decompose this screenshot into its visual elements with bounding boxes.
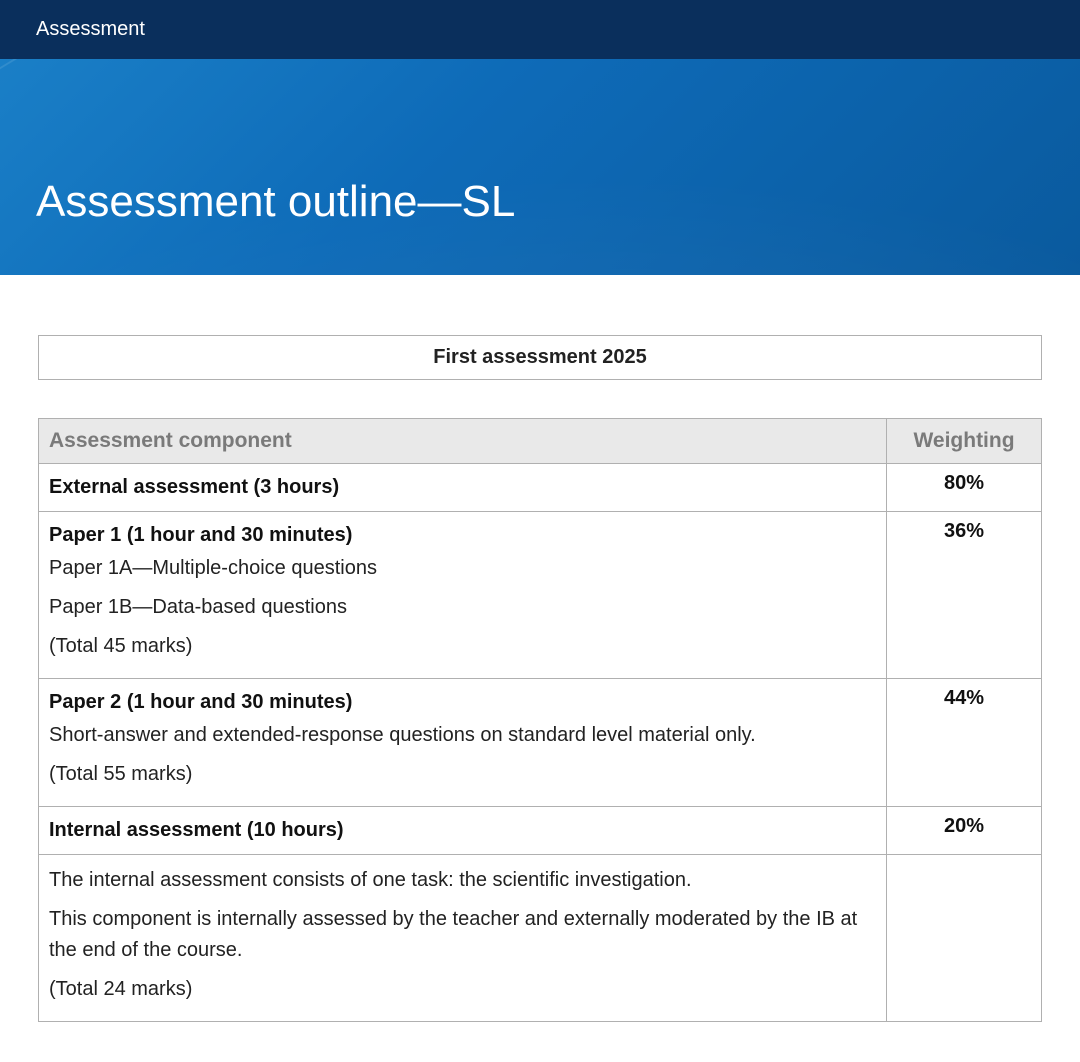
table-body: External assessment (3 hours)80%Paper 1 …: [39, 464, 1042, 1022]
row-line: (Total 24 marks): [49, 974, 876, 1005]
row-line: Paper 1A—Multiple-choice questions: [49, 553, 876, 584]
table-row: External assessment (3 hours) 80%: [39, 464, 1042, 512]
section-label-bar: Assessment: [0, 0, 1080, 59]
component-cell-body: Paper 1 (1 hour and 30 minutes)Paper 1A—…: [49, 520, 876, 662]
row-line: Paper 1B—Data-based questions: [49, 592, 876, 623]
table-row: The internal assessment consists of one …: [39, 855, 1042, 1022]
row-line: (Total 55 marks): [49, 759, 876, 790]
section-label: Assessment: [36, 18, 145, 40]
table-header: Assessment component Weighting: [39, 419, 1042, 464]
weighting-cell: 36%: [887, 512, 1042, 679]
first-assessment-text: First assessment 2025: [433, 346, 646, 368]
component-cell-body: Paper 2 (1 hour and 30 minutes)Short-ans…: [49, 687, 876, 790]
assessment-table: Assessment component Weighting External …: [38, 418, 1042, 1022]
row-title: Paper 2 (1 hour and 30 minutes): [49, 687, 876, 718]
content-area: First assessment 2025 Assessment compone…: [0, 275, 1080, 1062]
component-cell: Paper 2 (1 hour and 30 minutes)Short-ans…: [39, 679, 887, 807]
weighting-cell: 44%: [887, 679, 1042, 807]
component-cell: External assessment (3 hours): [39, 464, 887, 512]
component-cell-body: Internal assessment (10 hours): [49, 815, 876, 846]
col-weighting: Weighting: [887, 419, 1042, 464]
title-banner: Assessment outline—SL: [0, 59, 1080, 275]
col-component: Assessment component: [39, 419, 887, 464]
row-line: Short-answer and extended-response quest…: [49, 720, 876, 751]
component-cell: Paper 1 (1 hour and 30 minutes)Paper 1A—…: [39, 512, 887, 679]
weighting-cell: [887, 855, 1042, 1022]
row-title: External assessment (3 hours): [49, 472, 876, 503]
component-cell-body: External assessment (3 hours): [49, 472, 876, 503]
first-assessment-box: First assessment 2025: [38, 335, 1042, 380]
row-title: Internal assessment (10 hours): [49, 815, 876, 846]
weighting-cell: 80%: [887, 464, 1042, 512]
row-line: The internal assessment consists of one …: [49, 865, 876, 896]
row-line: (Total 45 marks): [49, 631, 876, 662]
component-cell: Internal assessment (10 hours): [39, 807, 887, 855]
table-row: Internal assessment (10 hours) 20%: [39, 807, 1042, 855]
table-row: Paper 1 (1 hour and 30 minutes)Paper 1A—…: [39, 512, 1042, 679]
table-row: Paper 2 (1 hour and 30 minutes)Short-ans…: [39, 679, 1042, 807]
weighting-cell: 20%: [887, 807, 1042, 855]
page-title: Assessment outline—SL: [36, 177, 515, 227]
row-title: Paper 1 (1 hour and 30 minutes): [49, 520, 876, 551]
component-cell-body: The internal assessment consists of one …: [49, 865, 876, 1005]
row-line: This component is internally assessed by…: [49, 904, 876, 966]
component-cell: The internal assessment consists of one …: [39, 855, 887, 1022]
